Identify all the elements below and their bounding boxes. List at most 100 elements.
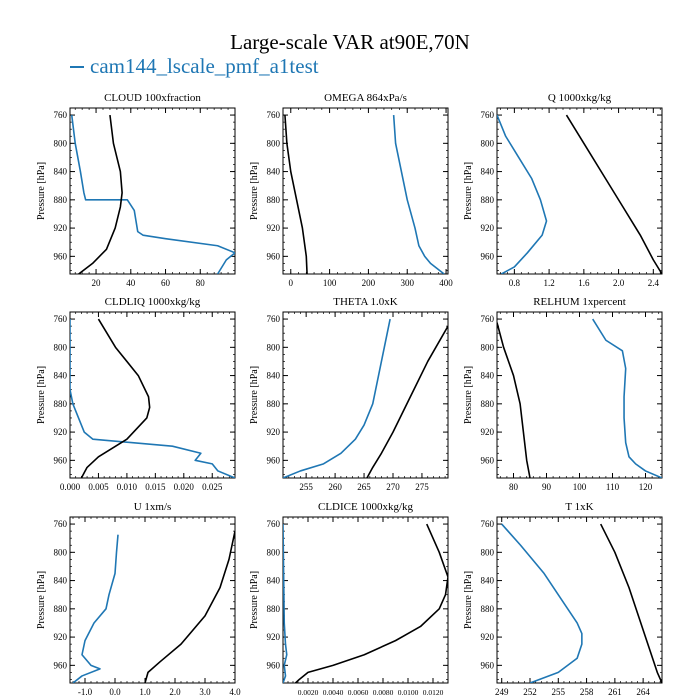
x-tick-label: 264 <box>636 687 650 697</box>
chart-title: U 1xm/s <box>134 501 172 513</box>
x-tick-label: 252 <box>523 687 537 697</box>
series-line-1 <box>70 319 235 478</box>
y-axis-label: Pressure [hPa] <box>249 366 260 424</box>
x-tick-label: 0.8 <box>509 278 521 288</box>
x-tick-label: 2.0 <box>169 687 181 697</box>
chart-title: THETA 1.0xK <box>333 296 398 308</box>
plot-frame <box>282 516 449 684</box>
y-tick-label: 920 <box>267 427 281 437</box>
chart-panel-9: T 1xK Pressure [hPa] 760 800 840 880 920 960 249… <box>463 501 663 697</box>
chart-panel-7: U 1xm/s Pressure [hPa] 760 800 840 880 920 960 -… <box>36 501 241 697</box>
y-tick-label: 960 <box>267 251 281 261</box>
x-tick-label: 2.0 <box>613 278 625 288</box>
y-tick-label: 920 <box>481 427 495 437</box>
series-line-1 <box>501 523 583 683</box>
y-tick-label: 880 <box>481 604 495 614</box>
y-axis-label: Pressure [hPa] <box>36 162 47 220</box>
plot-frame <box>69 311 236 479</box>
y-tick-label: 800 <box>54 138 68 148</box>
x-tick-label: 0.0060 <box>348 688 369 697</box>
x-tick-label: 0.000 <box>60 482 81 492</box>
y-tick-label: 960 <box>481 455 495 465</box>
x-tick-label: 265 <box>357 482 371 492</box>
x-tick-label: 300 <box>400 278 414 288</box>
x-tick-label: -1.0 <box>78 687 93 697</box>
x-tick-label: 100 <box>573 482 587 492</box>
y-tick-label: 760 <box>267 314 281 324</box>
series-line-2 <box>144 530 235 683</box>
y-axis-label: Pressure [hPa] <box>463 571 474 629</box>
series-line-1 <box>392 115 445 274</box>
y-tick-label: 760 <box>267 110 281 120</box>
series-line-2 <box>78 114 123 274</box>
series-line-1 <box>283 524 288 683</box>
y-tick-label: 960 <box>54 455 68 465</box>
x-tick-label: 40 <box>126 278 136 288</box>
y-tick-label: 960 <box>267 455 281 465</box>
chart-panel-2: OMEGA 864xPa/s Pressure [hPa] 760 800 840 880… <box>249 92 453 288</box>
x-tick-label: 20 <box>92 278 102 288</box>
x-tick-label: 270 <box>386 482 400 492</box>
y-tick-label: 880 <box>54 195 68 205</box>
series-line-2 <box>599 523 662 683</box>
y-tick-label: 760 <box>54 519 68 529</box>
x-tick-label: 0.025 <box>202 482 223 492</box>
y-tick-label: 880 <box>267 399 281 409</box>
y-tick-label: 760 <box>267 519 281 529</box>
series-line-1 <box>592 318 662 478</box>
x-tick-label: 80 <box>509 482 519 492</box>
y-tick-label: 800 <box>481 138 495 148</box>
plot-frame <box>69 516 236 684</box>
y-tick-label: 920 <box>267 632 281 642</box>
series-line-1 <box>72 534 119 683</box>
y-tick-label: 760 <box>54 110 68 120</box>
series-line-2 <box>565 114 662 274</box>
y-tick-label: 800 <box>481 342 495 352</box>
x-tick-label: 275 <box>415 482 429 492</box>
chart-title: Q 1000xkg/kg <box>548 92 612 104</box>
y-tick-label: 760 <box>481 314 495 324</box>
legend-label: cam144_lscale_pmf_a1test <box>90 54 319 78</box>
x-tick-label: 0.010 <box>117 482 138 492</box>
x-tick-label: 100 <box>323 278 337 288</box>
y-axis-label: Pressure [hPa] <box>249 571 260 629</box>
y-tick-label: 880 <box>54 604 68 614</box>
x-tick-label: 258 <box>580 687 594 697</box>
chart-panel-5: THETA 1.0xK Pressure [hPa] 760 800 840 880 920… <box>249 296 449 492</box>
series-line-2 <box>366 325 448 478</box>
plot-frame <box>496 516 663 684</box>
plot-frame <box>69 107 236 275</box>
x-tick-label: 110 <box>606 482 620 492</box>
x-tick-label: 0.0100 <box>398 688 419 697</box>
y-tick-label: 800 <box>267 138 281 148</box>
y-tick-label: 880 <box>481 195 495 205</box>
legend: cam144_lscale_pmf_a1test <box>70 54 319 79</box>
page-title: Large-scale VAR at90E,70N <box>230 30 470 54</box>
y-tick-label: 880 <box>481 399 495 409</box>
y-tick-label: 920 <box>481 632 495 642</box>
y-tick-label: 960 <box>481 660 495 670</box>
chart-title: OMEGA 864xPa/s <box>324 92 407 104</box>
chart-panel-8: CLDICE 1000xkg/kg Pressure [hPa] 760 800 840… <box>249 501 449 697</box>
x-tick-label: 400 <box>439 278 453 288</box>
plot-frame <box>282 107 449 275</box>
y-axis-label: Pressure [hPa] <box>36 571 47 629</box>
series-line-1 <box>497 114 548 274</box>
x-tick-label: 1.0 <box>139 687 151 697</box>
y-tick-label: 840 <box>481 576 495 586</box>
y-tick-label: 920 <box>54 223 68 233</box>
y-tick-label: 800 <box>54 342 68 352</box>
chart-panel-6: RELHUM 1xpercent Pressure [hPa] 760 800 840 8… <box>463 296 663 492</box>
y-tick-label: 840 <box>481 167 495 177</box>
x-tick-label: 200 <box>362 278 376 288</box>
x-tick-label: 0.0120 <box>423 688 444 697</box>
x-tick-label: 0.0020 <box>298 688 319 697</box>
y-tick-label: 920 <box>54 632 68 642</box>
y-tick-label: 960 <box>54 660 68 670</box>
x-tick-label: 80 <box>196 278 206 288</box>
y-tick-label: 840 <box>54 167 68 177</box>
y-tick-label: 960 <box>481 251 495 261</box>
x-tick-label: 260 <box>328 482 342 492</box>
y-tick-label: 840 <box>481 371 495 381</box>
chart-title: CLOUD 100xfraction <box>104 92 201 104</box>
